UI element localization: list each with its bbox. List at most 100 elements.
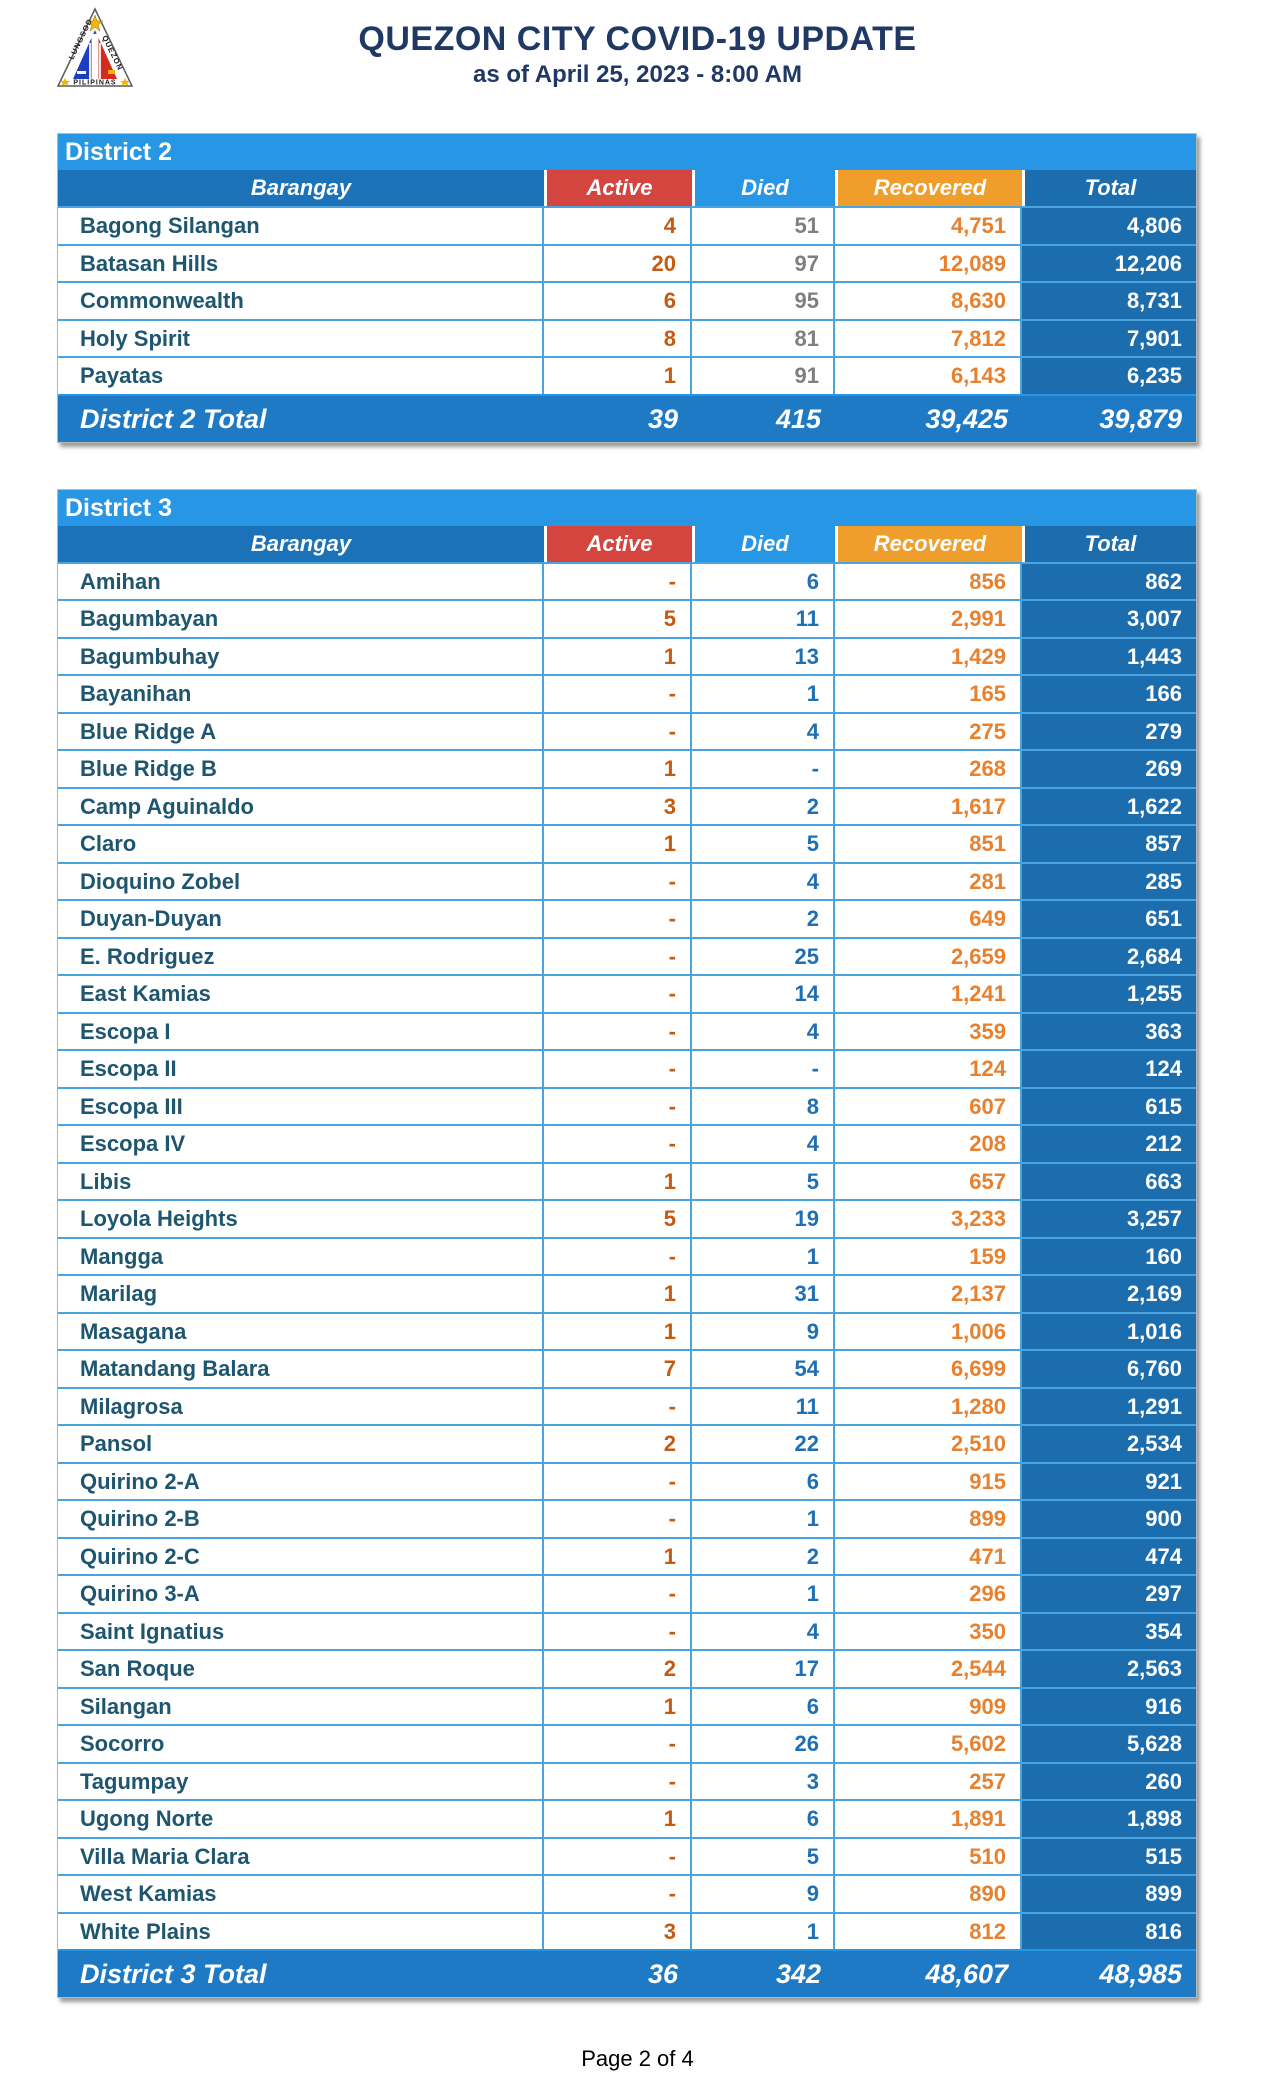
died-value: 6 bbox=[692, 1801, 835, 1837]
total-value: 1,291 bbox=[1022, 1388, 1196, 1424]
table-row: Loyola Heights 5 19 3,233 3,257 bbox=[58, 1199, 1196, 1237]
barangay-name: Holy Spirit bbox=[58, 320, 544, 356]
died-value: 9 bbox=[692, 1313, 835, 1349]
table-row: Tagumpay -3 257 260 bbox=[58, 1761, 1196, 1799]
district-3-rows: Amihan -6 856 862 Bagumbayan 5 11 2,991 3,007 Bag… bbox=[58, 561, 1196, 1949]
total-value: 816 bbox=[1022, 1913, 1196, 1949]
died-value: 5 bbox=[692, 1163, 835, 1199]
barangay-name: Commonwealth bbox=[58, 283, 544, 319]
district-2-total-row: District 2 Total 39 415 39,425 39,879 bbox=[58, 393, 1196, 442]
active-value: - bbox=[544, 1088, 692, 1124]
district-3-total-row: District 3 Total 36 342 48,607 48,985 bbox=[58, 1949, 1196, 1997]
barangay-name: Claro bbox=[58, 826, 544, 862]
total-value: 8,731 bbox=[1022, 283, 1196, 319]
active-value: - bbox=[544, 1013, 692, 1049]
barangay-name: Libis bbox=[58, 1163, 544, 1199]
active-value: 1 bbox=[544, 751, 692, 787]
district-2-table: District 2 Barangay Active Died Recovere… bbox=[57, 133, 1197, 443]
died-value: - bbox=[692, 1051, 835, 1087]
table-row: Amihan -6 856 862 bbox=[58, 561, 1196, 599]
recovered-value: 124 bbox=[835, 1051, 1022, 1087]
died-value: 81 bbox=[692, 320, 835, 356]
barangay-name: Quirino 2-B bbox=[58, 1501, 544, 1537]
active-value: - bbox=[544, 1576, 692, 1612]
died-value: 8 bbox=[692, 1088, 835, 1124]
table-row: Duyan-Duyan -2 649 651 bbox=[58, 899, 1196, 937]
died-value: 54 bbox=[692, 1351, 835, 1387]
died-value: 6 bbox=[692, 1688, 835, 1724]
seal-monument-left-pylon bbox=[89, 43, 91, 79]
died-value: 5 bbox=[692, 826, 835, 862]
died-value: 51 bbox=[692, 208, 835, 244]
total-value: 354 bbox=[1022, 1613, 1196, 1649]
total-value: 363 bbox=[1022, 1013, 1196, 1049]
active-value: 3 bbox=[544, 1913, 692, 1949]
table-row: Ugong Norte 1 6 1,891 1,898 bbox=[58, 1799, 1196, 1837]
died-value: 1 bbox=[692, 1576, 835, 1612]
total-value: 6,235 bbox=[1022, 358, 1196, 394]
active-value: - bbox=[544, 563, 692, 599]
active-value: 7 bbox=[544, 1351, 692, 1387]
died-value: 5 bbox=[692, 1838, 835, 1874]
active-value: 1 bbox=[544, 1276, 692, 1312]
seal-boat bbox=[77, 71, 86, 74]
page-subtitle: as of April 25, 2023 - 8:00 AM bbox=[472, 61, 802, 88]
recovered-value: 657 bbox=[835, 1163, 1022, 1199]
total-value: 160 bbox=[1022, 1238, 1196, 1274]
recovered-value: 12,089 bbox=[835, 245, 1022, 281]
recovered-value: 2,991 bbox=[835, 601, 1022, 637]
seal-top-star bbox=[86, 14, 104, 32]
recovered-value: 1,429 bbox=[835, 638, 1022, 674]
died-value: 4 bbox=[692, 1013, 835, 1049]
active-value: - bbox=[544, 676, 692, 712]
recovered-value: 471 bbox=[835, 1538, 1022, 1574]
district-total-total: 39,879 bbox=[1099, 403, 1182, 434]
died-value: 1 bbox=[692, 1913, 835, 1949]
died-value: 4 bbox=[692, 1126, 835, 1162]
barangay-name: Blue Ridge A bbox=[58, 713, 544, 749]
died-value: 97 bbox=[692, 245, 835, 281]
district-total-label: District 3 Total bbox=[80, 1959, 267, 1989]
recovered-value: 890 bbox=[835, 1876, 1022, 1912]
column-header-recovered: Recovered bbox=[835, 170, 1022, 206]
recovered-value: 3,233 bbox=[835, 1201, 1022, 1237]
recovered-value: 909 bbox=[835, 1688, 1022, 1724]
recovered-value: 5,602 bbox=[835, 1726, 1022, 1762]
recovered-value: 2,510 bbox=[835, 1426, 1022, 1462]
active-value: 1 bbox=[544, 1688, 692, 1724]
died-value: 91 bbox=[692, 358, 835, 394]
died-value: 2 bbox=[692, 1538, 835, 1574]
active-value: - bbox=[544, 1126, 692, 1162]
table-row: Dioquino Zobel -4 281 285 bbox=[58, 861, 1196, 899]
recovered-value: 159 bbox=[835, 1238, 1022, 1274]
active-value: 1 bbox=[544, 1313, 692, 1349]
recovered-value: 350 bbox=[835, 1613, 1022, 1649]
column-header-barangay: Barangay bbox=[58, 525, 544, 562]
total-value: 2,169 bbox=[1022, 1276, 1196, 1312]
recovered-value: 2,137 bbox=[835, 1276, 1022, 1312]
total-value: 921 bbox=[1022, 1463, 1196, 1499]
table-row: Pansol 2 22 2,510 2,534 bbox=[58, 1424, 1196, 1462]
recovered-value: 1,617 bbox=[835, 788, 1022, 824]
barangay-name: Saint Ignatius bbox=[58, 1613, 544, 1649]
barangay-name: Escopa I bbox=[58, 1013, 544, 1049]
recovered-value: 851 bbox=[835, 826, 1022, 862]
district-2-column-header-row: Barangay Active Died Recovered Total bbox=[58, 170, 1196, 206]
died-value: 22 bbox=[692, 1426, 835, 1462]
table-row: Bagumbuhay 1 13 1,429 1,443 bbox=[58, 636, 1196, 674]
active-value: 1 bbox=[544, 1538, 692, 1574]
table-row: Batasan Hills 20 97 12,089 12,206 bbox=[58, 243, 1196, 281]
table-row: Escopa IV -4 208 212 bbox=[58, 1124, 1196, 1162]
recovered-value: 856 bbox=[835, 563, 1022, 599]
table-row: Quirino 2-A -6 915 921 bbox=[58, 1461, 1196, 1499]
died-value: 95 bbox=[692, 283, 835, 319]
active-value: 2 bbox=[544, 1651, 692, 1687]
column-header-recovered: Recovered bbox=[835, 525, 1022, 562]
district-3-table: District 3 Barangay Active Died Recovere… bbox=[57, 488, 1197, 1998]
barangay-name: Bagumbuhay bbox=[58, 638, 544, 674]
recovered-value: 1,241 bbox=[835, 976, 1022, 1012]
column-header-total: Total bbox=[1022, 170, 1196, 206]
active-value: 4 bbox=[544, 208, 692, 244]
total-value: 124 bbox=[1022, 1051, 1196, 1087]
died-value: 11 bbox=[692, 601, 835, 637]
